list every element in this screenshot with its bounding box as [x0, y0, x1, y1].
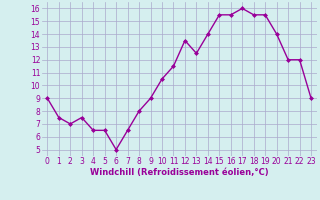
X-axis label: Windchill (Refroidissement éolien,°C): Windchill (Refroidissement éolien,°C) [90, 168, 268, 177]
